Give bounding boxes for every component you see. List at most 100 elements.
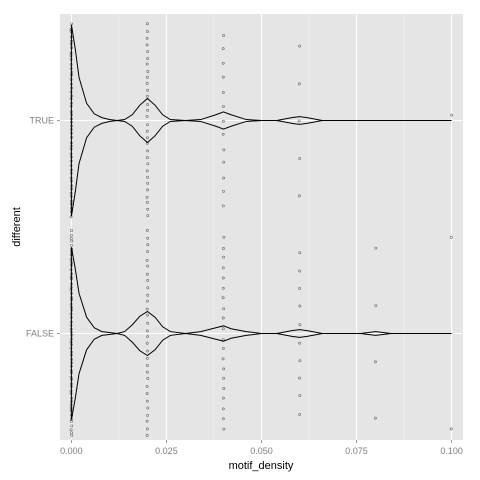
data-point [70, 337, 73, 341]
data-point [69, 42, 73, 46]
y-tick-label: FALSE [26, 329, 54, 339]
data-point [146, 136, 149, 140]
data-point [69, 420, 73, 423]
data-point [146, 349, 149, 353]
data-point [221, 396, 225, 400]
data-point [70, 424, 74, 428]
data-point [374, 304, 378, 308]
y-axis-title: different [11, 207, 23, 247]
data-point [70, 277, 73, 281]
data-point [146, 335, 149, 339]
data-point [69, 141, 73, 145]
data-point [70, 187, 73, 191]
data-point [221, 266, 225, 270]
data-point [69, 288, 73, 292]
data-point [298, 194, 301, 198]
data-point [221, 61, 225, 65]
data-point [449, 235, 453, 239]
data-point [70, 120, 73, 124]
data-point [70, 131, 73, 135]
data-point [449, 427, 453, 431]
data-point [221, 47, 225, 51]
data-point [69, 191, 73, 195]
data-point [69, 210, 73, 214]
data-point [222, 387, 226, 390]
x-tick-label: 0.100 [440, 446, 463, 456]
data-point [221, 417, 225, 421]
data-point [69, 327, 73, 331]
data-point [145, 200, 149, 204]
data-point [221, 346, 225, 350]
data-point [70, 179, 73, 183]
data-point [145, 129, 149, 133]
data-point [146, 162, 150, 166]
data-point [69, 57, 73, 61]
data-point [146, 413, 150, 417]
data-point [146, 214, 150, 217]
x-tick-label: 0.025 [155, 446, 178, 456]
data-point [146, 30, 149, 33]
data-point [221, 357, 225, 361]
data-point [70, 71, 74, 74]
x-axis-ticks: 0.000 0.025 0.050 0.075 0.100 [60, 440, 463, 456]
data-point [221, 327, 225, 331]
data-point [145, 115, 149, 118]
data-point [69, 364, 73, 368]
data-point [69, 275, 73, 279]
y-tick-label: TRUE [30, 116, 55, 126]
data-point [70, 229, 73, 232]
data-point [146, 175, 149, 179]
data-point [146, 406, 150, 410]
data-point [145, 195, 149, 199]
data-point [69, 234, 73, 237]
data-point [222, 148, 226, 152]
data-point [69, 54, 73, 58]
data-point [298, 376, 301, 380]
data-point [146, 321, 150, 325]
data-point [70, 39, 74, 43]
data-point [298, 412, 302, 416]
data-point [146, 123, 149, 127]
data-point [70, 382, 73, 386]
data-point [145, 258, 149, 262]
data-point [69, 353, 73, 357]
data-point [146, 181, 150, 185]
data-point [374, 246, 378, 250]
data-point [221, 91, 225, 94]
data-point [70, 357, 74, 361]
data-point [69, 320, 73, 324]
data-point [70, 35, 73, 39]
data-point [69, 176, 73, 180]
data-point [145, 370, 149, 374]
data-point [146, 188, 150, 192]
data-point [145, 399, 149, 403]
data-point [69, 159, 73, 163]
data-point [69, 237, 73, 241]
data-point [298, 341, 302, 345]
data-point [146, 279, 150, 282]
data-point [69, 403, 73, 407]
data-point [69, 330, 73, 334]
violin-true [70, 24, 452, 217]
violin-false [70, 247, 452, 420]
data-point [70, 124, 73, 128]
data-point [70, 413, 74, 417]
data-point [145, 169, 149, 173]
data-point [146, 103, 150, 106]
data-point [298, 251, 302, 255]
data-point [222, 247, 225, 250]
data-point [146, 70, 150, 73]
data-point [146, 299, 149, 303]
data-point [70, 136, 73, 139]
data-point [222, 176, 226, 180]
data-point [70, 86, 74, 90]
data-points [69, 22, 454, 437]
data-point [70, 73, 73, 77]
data-point [146, 207, 150, 211]
data-point [146, 108, 150, 112]
data-point [145, 364, 149, 367]
data-point [145, 329, 149, 333]
data-point [69, 171, 73, 175]
data-point [69, 263, 73, 267]
data-point [298, 359, 302, 363]
